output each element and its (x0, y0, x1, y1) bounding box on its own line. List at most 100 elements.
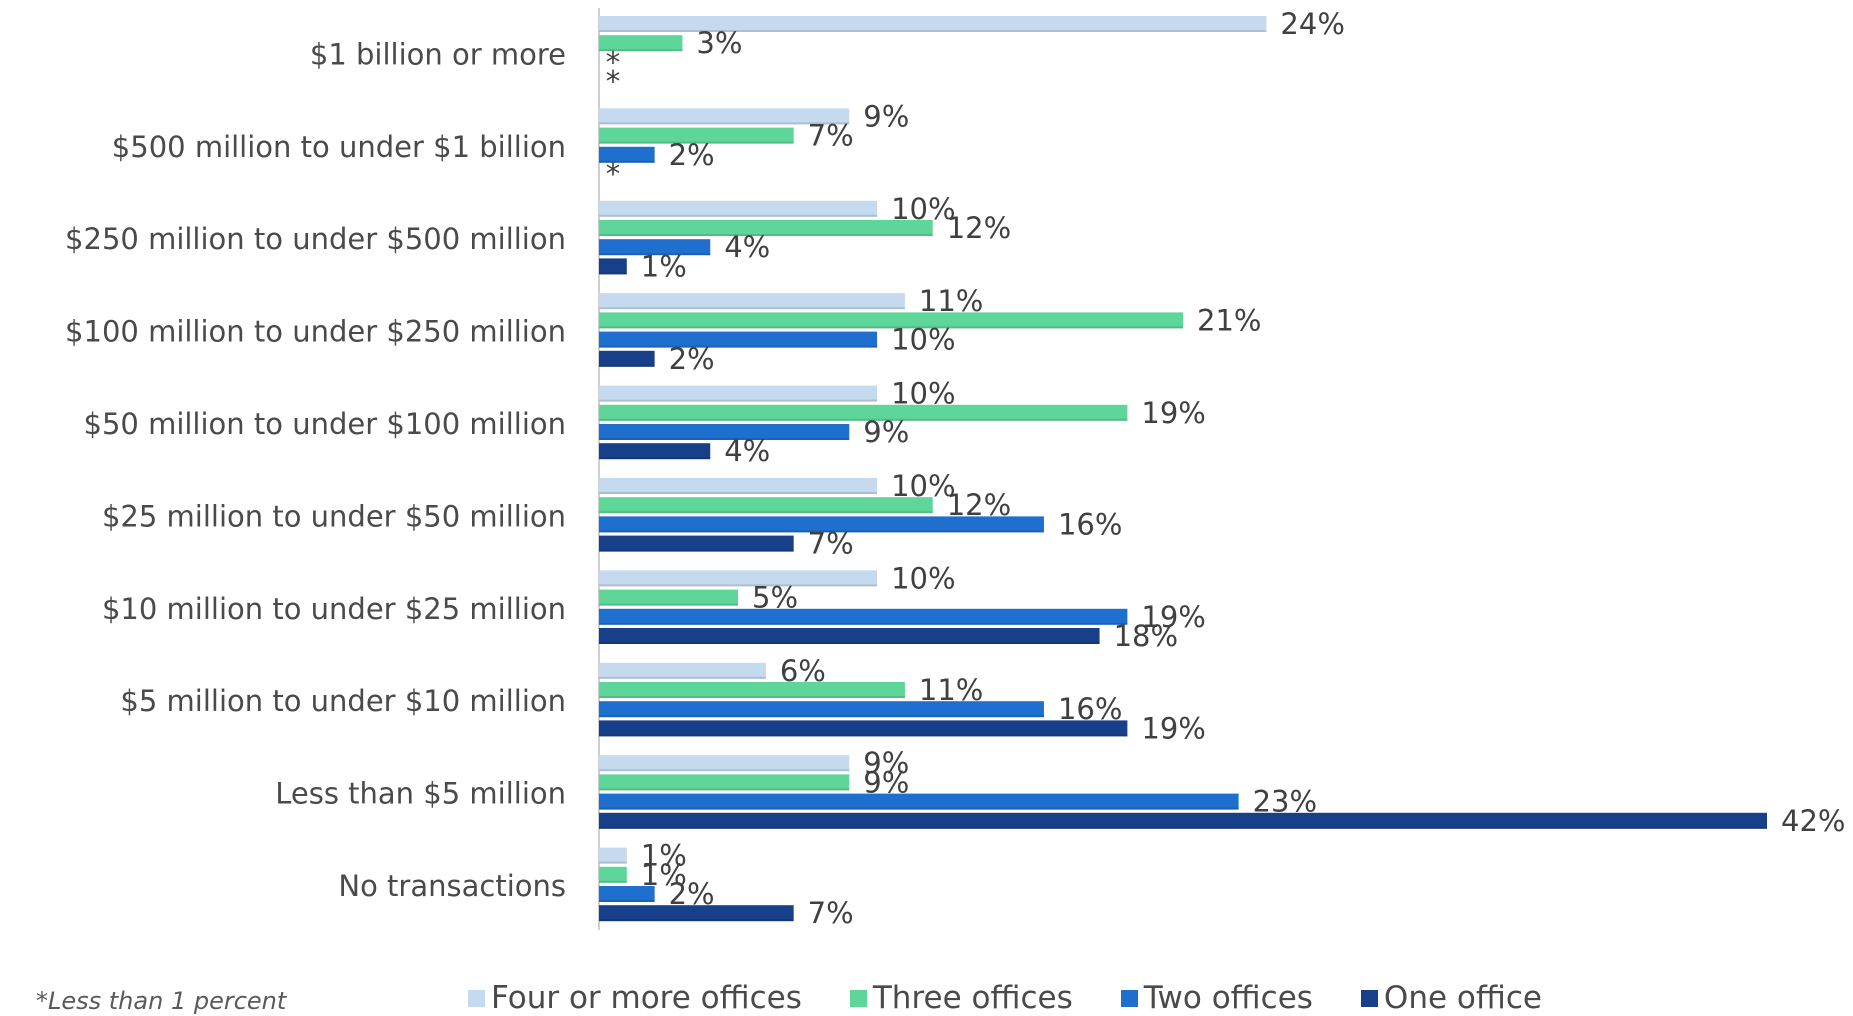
data-label-four-or-more-offices-less-than-5-million: 9% (863, 746, 909, 780)
bar-shadow-one-office-less-than-5-million (599, 826, 1767, 829)
bar-three-offices-50-million-to-under-100-million (599, 404, 1128, 421)
bar-four-or-more-offices-250-million-to-under-500-million (599, 200, 878, 217)
data-label-two-offices-100-million-to-under-250-million: 10% (891, 323, 955, 357)
bar-four-or-more-offices-100-million-to-under-250-million (599, 293, 905, 310)
bar-shadow-three-offices-500-million-to-under-1-billion (599, 141, 794, 144)
bar-four-or-more-offices-1-billion-or-more (599, 16, 1267, 32)
legend-swatch-four-or-more-offices (468, 989, 485, 1007)
legend-label-one-office: One office (1383, 980, 1542, 1016)
data-label-one-office-less-than-5-million: 42% (1781, 804, 1845, 838)
bar-one-office-25-million-to-under-50-million (599, 535, 794, 552)
bar-three-offices-10-million-to-under-25-million (599, 589, 739, 606)
legend-label-four-or-more-offices: Four or more offices (491, 980, 802, 1016)
bar-shadow-three-offices-no-transactions (599, 880, 627, 883)
bar-three-offices-1-billion-or-more (599, 35, 683, 52)
bar-three-offices-less-than-5-million (599, 774, 850, 791)
category-label-100-million-to-under-250-million: $100 million to under $250 million (65, 315, 566, 349)
bar-shadow-four-or-more-offices-1-billion-or-more (599, 30, 1267, 32)
bar-two-offices-5-million-to-under-10-million (599, 701, 1044, 718)
bar-shadow-one-office-250-million-to-under-500-million (599, 272, 627, 275)
bar-shadow-two-offices-250-million-to-under-500-million (599, 253, 711, 256)
bar-shadow-three-offices-10-million-to-under-25-million (599, 603, 739, 606)
bar-two-offices-50-million-to-under-100-million (599, 424, 850, 440)
bar-four-or-more-offices-25-million-to-under-50-million (599, 478, 878, 494)
bar-one-office-no-transactions (599, 905, 794, 922)
data-label-two-offices-50-million-to-under-100-million: 9% (863, 415, 909, 449)
bar-shadow-two-offices-no-transactions (599, 900, 655, 902)
bar-one-office-100-million-to-under-250-million (599, 350, 655, 367)
category-label-less-than-5-million: Less than $5 million (275, 777, 566, 811)
data-label-one-office-25-million-to-under-50-million: 7% (808, 527, 854, 561)
bar-two-offices-250-million-to-under-500-million (599, 239, 711, 256)
bar-shadow-four-or-more-offices-5-million-to-under-10-million (599, 676, 766, 679)
bar-shadow-one-office-no-transactions (599, 919, 794, 922)
legend-item-one-office: One office (1360, 980, 1542, 1016)
bar-one-office-less-than-5-million (599, 812, 1767, 829)
bar-shadow-two-offices-10-million-to-under-25-million (599, 622, 1128, 625)
bar-four-or-more-offices-500-million-to-under-1-billion (599, 108, 850, 125)
data-label-four-or-more-offices-500-million-to-under-1-billion: 9% (863, 99, 909, 133)
bar-four-or-more-offices-5-million-to-under-10-million (599, 662, 766, 679)
data-label-one-office-1-billion-or-more: * (606, 65, 621, 99)
bar-shadow-one-office-10-million-to-under-25-million (599, 642, 1100, 644)
bar-shadow-four-or-more-offices-10-million-to-under-25-million (599, 584, 878, 587)
bar-three-offices-100-million-to-under-250-million (599, 312, 1183, 329)
bar-shadow-four-or-more-offices-25-million-to-under-50-million (599, 492, 878, 494)
data-label-three-offices-250-million-to-under-500-million: 12% (947, 211, 1011, 245)
bar-shadow-two-offices-500-million-to-under-1-billion (599, 160, 655, 163)
bar-shadow-three-offices-5-million-to-under-10-million (599, 696, 905, 698)
bar-three-offices-no-transactions (599, 866, 627, 883)
bar-shadow-one-office-25-million-to-under-50-million (599, 549, 794, 552)
data-label-one-office-500-million-to-under-1-billion: * (606, 157, 621, 191)
data-label-two-offices-500-million-to-under-1-billion: 2% (669, 138, 715, 172)
footnote: *Less than 1 percent (36, 987, 287, 1015)
data-label-three-offices-1-billion-or-more: 3% (696, 26, 742, 60)
bar-three-offices-500-million-to-under-1-billion (599, 127, 794, 144)
bar-shadow-three-offices-100-million-to-under-250-million (599, 326, 1183, 329)
bar-three-offices-25-million-to-under-50-million (599, 497, 933, 514)
bar-shadow-four-or-more-offices-500-million-to-under-1-billion (599, 122, 850, 125)
bar-shadow-four-or-more-offices-less-than-5-million (599, 769, 850, 772)
data-label-one-office-no-transactions: 7% (808, 896, 854, 930)
bar-one-office-5-million-to-under-10-million (599, 720, 1128, 737)
category-label-50-million-to-under-100-million: $50 million to under $100 million (84, 407, 567, 441)
data-label-two-offices-250-million-to-under-500-million: 4% (724, 230, 770, 264)
bar-four-or-more-offices-no-transactions (599, 847, 627, 864)
bar-three-offices-5-million-to-under-10-million (599, 682, 905, 698)
bar-shadow-two-offices-5-million-to-under-10-million (599, 715, 1044, 718)
legend-label-two-offices: Two offices (1143, 980, 1313, 1016)
bar-shadow-one-office-100-million-to-under-250-million (599, 364, 655, 367)
category-label-no-transactions: No transactions (338, 869, 566, 903)
data-label-four-or-more-offices-10-million-to-under-25-million: 10% (891, 561, 955, 595)
bar-two-offices-10-million-to-under-25-million (599, 608, 1128, 625)
bar-shadow-four-or-more-offices-250-million-to-under-500-million (599, 214, 878, 217)
bar-shadow-four-or-more-offices-no-transactions (599, 861, 627, 864)
bar-shadow-three-offices-1-billion-or-more (599, 49, 683, 52)
bar-one-office-250-million-to-under-500-million (599, 258, 627, 275)
data-label-three-offices-500-million-to-under-1-billion: 7% (808, 119, 854, 153)
bar-two-offices-500-million-to-under-1-billion (599, 146, 655, 163)
legend-swatch-two-offices (1120, 989, 1138, 1007)
category-label-25-million-to-under-50-million: $25 million to under $50 million (102, 499, 566, 533)
category-label-250-million-to-under-500-million: $250 million to under $500 million (65, 222, 566, 256)
bar-four-or-more-offices-less-than-5-million (599, 755, 850, 772)
bar-shadow-four-or-more-offices-100-million-to-under-250-million (599, 307, 905, 310)
bar-one-office-10-million-to-under-25-million (599, 628, 1100, 644)
bar-shadow-two-offices-less-than-5-million (599, 807, 1239, 810)
bar-one-office-50-million-to-under-100-million (599, 443, 711, 460)
bar-two-offices-25-million-to-under-50-million (599, 516, 1044, 533)
legend-swatch-three-offices (849, 989, 867, 1007)
bar-shadow-two-offices-100-million-to-under-250-million (599, 345, 878, 348)
data-label-one-office-10-million-to-under-25-million: 18% (1114, 619, 1178, 653)
bar-shadow-four-or-more-offices-50-million-to-under-100-million (599, 399, 878, 402)
data-label-three-offices-50-million-to-under-100-million: 19% (1141, 396, 1205, 430)
bar-shadow-two-offices-50-million-to-under-100-million (599, 438, 850, 440)
category-label-10-million-to-under-25-million: $10 million to under $25 million (102, 592, 566, 626)
bar-two-offices-no-transactions (599, 886, 655, 902)
bar-four-or-more-offices-10-million-to-under-25-million (599, 570, 878, 587)
legend: Four or more offices Three offices Two o… (468, 980, 1542, 1016)
bar-shadow-three-offices-25-million-to-under-50-million (599, 511, 933, 514)
data-label-one-office-100-million-to-under-250-million: 2% (669, 342, 715, 376)
category-label-5-million-to-under-10-million: $5 million to under $10 million (120, 684, 566, 718)
